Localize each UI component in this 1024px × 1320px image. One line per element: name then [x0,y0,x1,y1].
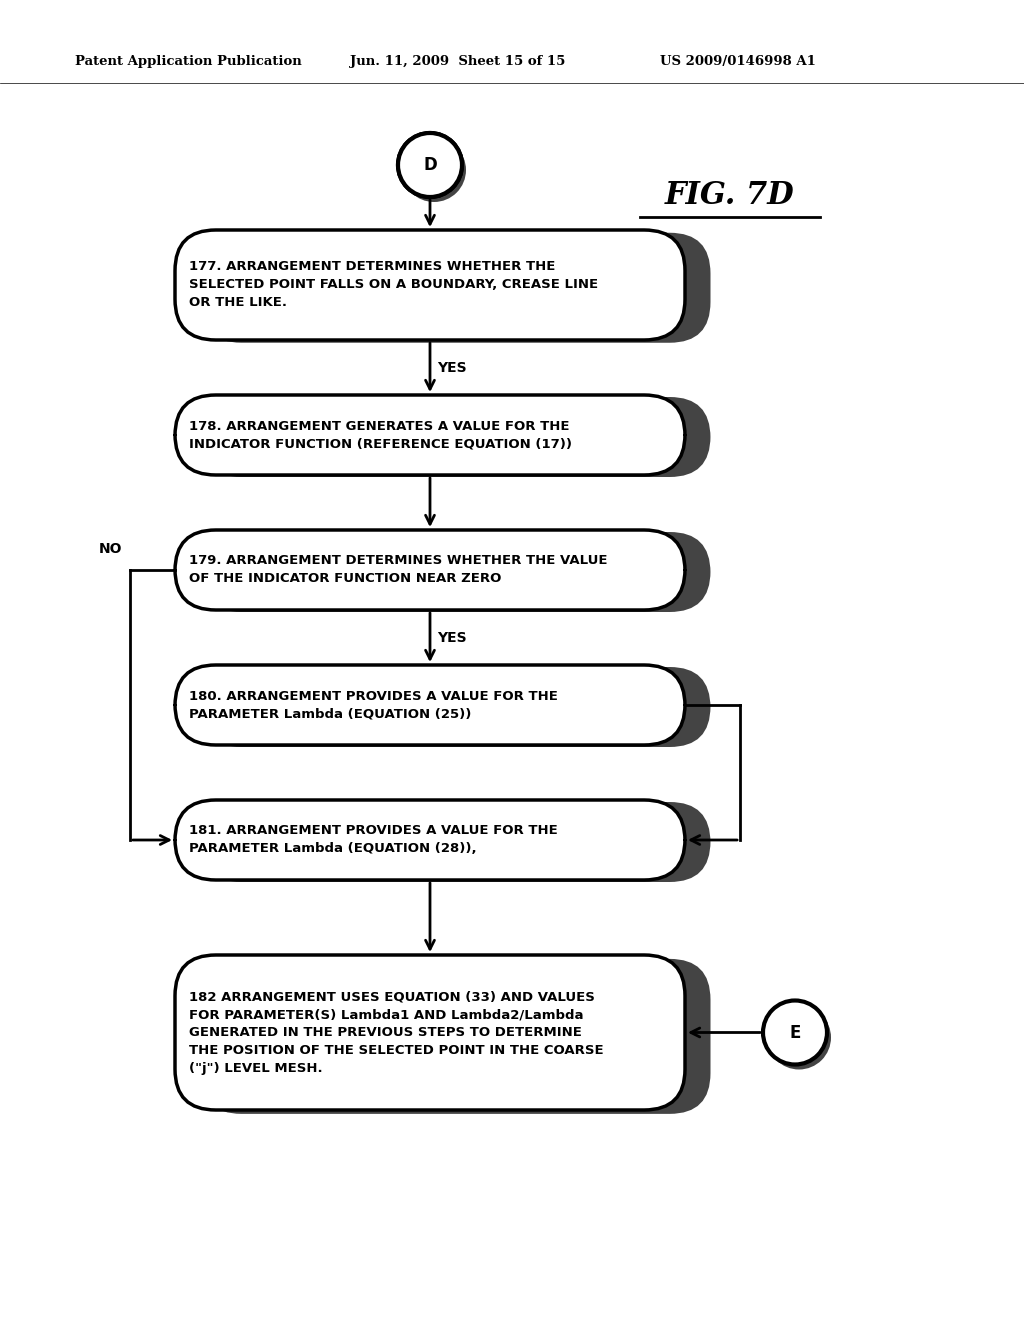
Text: 179. ARRANGEMENT DETERMINES WHETHER THE VALUE
OF THE INDICATOR FUNCTION NEAR ZER: 179. ARRANGEMENT DETERMINES WHETHER THE … [189,554,607,586]
FancyBboxPatch shape [175,800,685,880]
Circle shape [398,133,462,197]
FancyBboxPatch shape [201,958,711,1114]
Text: 178. ARRANGEMENT GENERATES A VALUE FOR THE
INDICATOR FUNCTION (REFERENCE EQUATIO: 178. ARRANGEMENT GENERATES A VALUE FOR T… [189,420,572,450]
Text: 180. ARRANGEMENT PROVIDES A VALUE FOR THE
PARAMETER Lambda (EQUATION (25)): 180. ARRANGEMENT PROVIDES A VALUE FOR TH… [189,689,558,721]
FancyBboxPatch shape [201,397,711,477]
FancyBboxPatch shape [175,531,685,610]
Circle shape [398,133,462,197]
Text: YES: YES [437,360,467,375]
Circle shape [767,1006,831,1069]
Text: NO: NO [98,543,122,556]
FancyBboxPatch shape [175,395,685,475]
FancyBboxPatch shape [201,232,711,343]
Text: YES: YES [437,631,467,644]
Circle shape [402,139,466,202]
Text: US 2009/0146998 A1: US 2009/0146998 A1 [660,55,816,69]
Text: 182 ARRANGEMENT USES EQUATION (33) AND VALUES
FOR PARAMETER(S) Lambda1 AND Lambd: 182 ARRANGEMENT USES EQUATION (33) AND V… [189,990,603,1074]
FancyBboxPatch shape [175,665,685,744]
Text: Patent Application Publication: Patent Application Publication [75,55,302,69]
FancyBboxPatch shape [175,230,685,341]
Text: D: D [423,156,437,174]
FancyBboxPatch shape [201,803,711,882]
FancyBboxPatch shape [175,954,685,1110]
Text: Jun. 11, 2009  Sheet 15 of 15: Jun. 11, 2009 Sheet 15 of 15 [350,55,565,69]
FancyBboxPatch shape [201,667,711,747]
Text: FIG. 7D: FIG. 7D [666,180,795,210]
FancyBboxPatch shape [201,532,711,612]
Circle shape [763,1001,827,1064]
Text: 177. ARRANGEMENT DETERMINES WHETHER THE
SELECTED POINT FALLS ON A BOUNDARY, CREA: 177. ARRANGEMENT DETERMINES WHETHER THE … [189,260,598,309]
Text: 181. ARRANGEMENT PROVIDES A VALUE FOR THE
PARAMETER Lambda (EQUATION (28)),: 181. ARRANGEMENT PROVIDES A VALUE FOR TH… [189,825,558,855]
Text: E: E [790,1023,801,1041]
